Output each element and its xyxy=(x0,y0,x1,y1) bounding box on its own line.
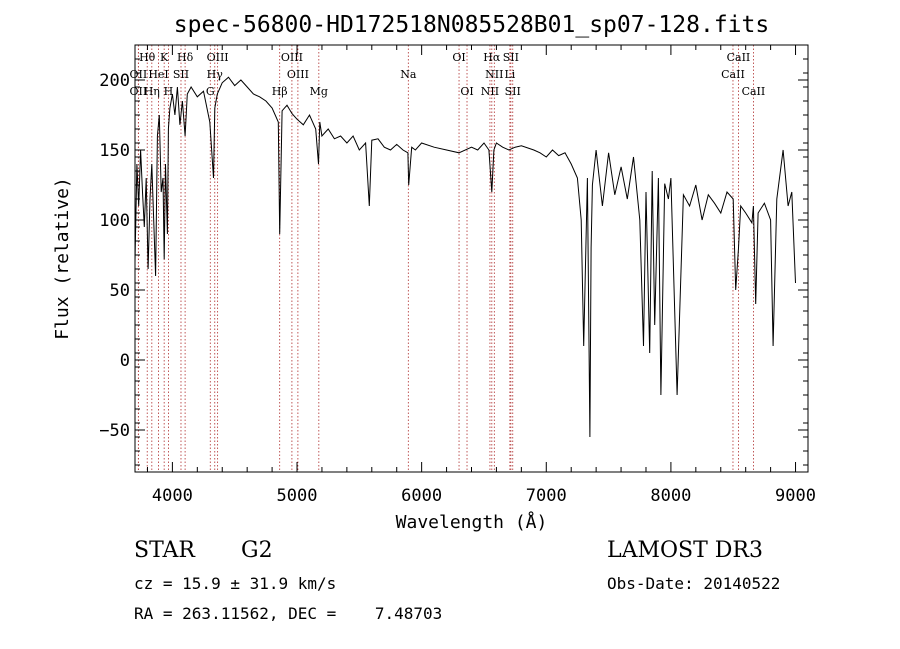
line-label: Mg xyxy=(310,85,328,98)
line-label: CaII xyxy=(727,51,751,64)
obs-date: Obs-Date: 20140522 xyxy=(607,574,781,593)
line-label: OII xyxy=(130,68,148,81)
coordinates: RA = 263.11562, DEC = 7.48703 xyxy=(134,604,443,623)
line-label: Hη xyxy=(144,85,160,98)
line-label: CaII xyxy=(721,68,745,81)
line-label: NII xyxy=(481,85,499,98)
line-label: Hγ xyxy=(207,68,224,81)
line-label: SII xyxy=(173,68,189,81)
object-class: STAR xyxy=(134,538,195,563)
survey-label: LAMOST DR3 xyxy=(607,538,763,563)
spectral-subclass: G2 xyxy=(241,538,273,563)
y-tick-label: 0 xyxy=(120,351,130,371)
y-tick-label: 100 xyxy=(99,211,130,231)
spectrum-series-line xyxy=(134,76,796,438)
x-tick-label: 7000 xyxy=(526,486,567,506)
line-label: OI xyxy=(452,51,465,64)
y-tick-label: 200 xyxy=(99,71,130,91)
line-label: OI xyxy=(460,85,473,98)
line-label: G xyxy=(206,85,215,98)
line-label: Hβ xyxy=(272,85,288,98)
y-axis-label: Flux (relative) xyxy=(52,177,73,340)
line-label: CaII xyxy=(742,85,766,98)
chart-title: spec-56800-HD172518N085528B01_sp07-128.f… xyxy=(174,12,769,38)
line-label: H xyxy=(164,85,174,98)
line-label: Hα xyxy=(483,51,501,64)
line-label: OIII xyxy=(207,51,229,64)
line-label: SII xyxy=(503,51,519,64)
line-label: Hδ xyxy=(177,51,194,64)
line-label: OIII xyxy=(281,51,303,64)
x-axis-label: Wavelength (Å) xyxy=(396,511,548,533)
y-tick-label: 50 xyxy=(110,281,130,301)
x-tick-label: 6000 xyxy=(401,486,442,506)
x-tick-label: 4000 xyxy=(152,486,193,506)
line-label: OIII xyxy=(287,68,309,81)
line-label: NII xyxy=(485,68,503,81)
line-label: OII xyxy=(130,85,148,98)
redshift-cz: cz = 15.9 ± 31.9 km/s xyxy=(134,574,337,593)
x-tick-label: 5000 xyxy=(277,486,318,506)
plot-frame xyxy=(134,44,809,473)
y-tick-label: 150 xyxy=(99,141,130,161)
line-label: Hθ xyxy=(139,51,156,64)
line-label: Na xyxy=(400,68,417,81)
x-tick-label: 8000 xyxy=(650,486,691,506)
line-label: SII xyxy=(505,85,521,98)
line-label: HeI xyxy=(148,68,168,81)
line-label: Li xyxy=(504,68,515,81)
line-label: K xyxy=(160,51,169,64)
y-tick-label: −50 xyxy=(99,421,130,441)
x-tick-label: 9000 xyxy=(775,486,816,506)
